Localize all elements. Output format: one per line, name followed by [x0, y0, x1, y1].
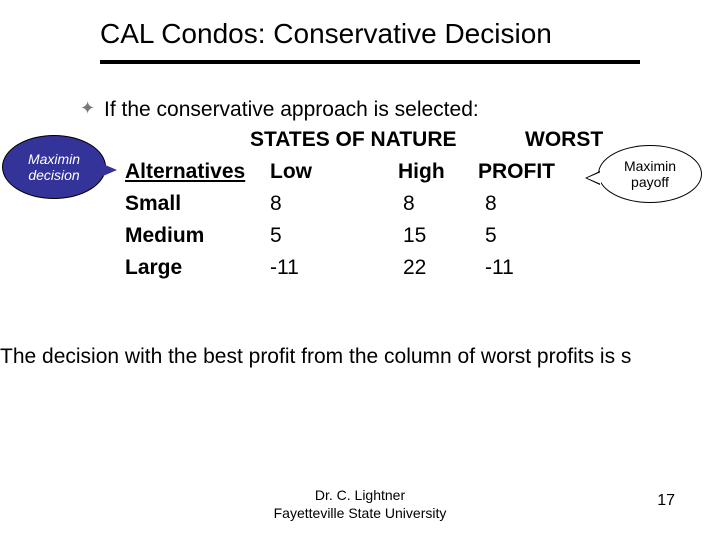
table-row-profit: -11: [485, 256, 514, 280]
table-row-low: 8: [270, 192, 282, 216]
callout-text: Maximin: [28, 151, 80, 167]
callout-text: Maximin: [624, 158, 676, 174]
header-low: Low: [270, 160, 312, 184]
slide: CAL Condos: Conservative Decision ✦ If t…: [0, 0, 720, 540]
callout-text: payoff: [631, 174, 669, 190]
table-row-profit: 5: [485, 224, 497, 248]
header-high: High: [398, 160, 445, 184]
header-profit: PROFIT: [478, 160, 555, 184]
table-row-low: -11: [270, 256, 299, 280]
footer-line2: Fayetteville State University: [274, 505, 447, 521]
page-number: 17: [657, 492, 675, 510]
table-row-profit: 8: [485, 192, 497, 216]
table-row-high: 15: [403, 224, 426, 248]
footer: Dr. C. Lightner Fayetteville State Unive…: [0, 487, 720, 522]
callout-maximin-payoff: Maximin payoff: [598, 145, 702, 203]
table-row-alt: Large: [125, 256, 182, 280]
footer-line1: Dr. C. Lightner: [315, 487, 405, 503]
header-states: STATES OF NATURE: [250, 128, 457, 152]
bullet-icon: ✦: [80, 98, 95, 119]
bullet-text: If the conservative approach is selected…: [104, 98, 479, 122]
title-underline: [100, 60, 640, 64]
header-alternatives: Alternatives: [125, 160, 245, 184]
callout-text: decision: [28, 167, 79, 183]
table-row-high: 8: [403, 192, 415, 216]
header-worst: WORST: [525, 128, 603, 152]
table-row-high: 22: [403, 256, 426, 280]
table-row-alt: Medium: [125, 224, 204, 248]
callout-maximin-decision: Maximin decision: [2, 135, 106, 199]
table-row-alt: Small: [125, 192, 181, 216]
page-title: CAL Condos: Conservative Decision: [100, 18, 660, 50]
table-row-low: 5: [270, 224, 282, 248]
note-text: The decision with the best profit from t…: [0, 345, 631, 369]
